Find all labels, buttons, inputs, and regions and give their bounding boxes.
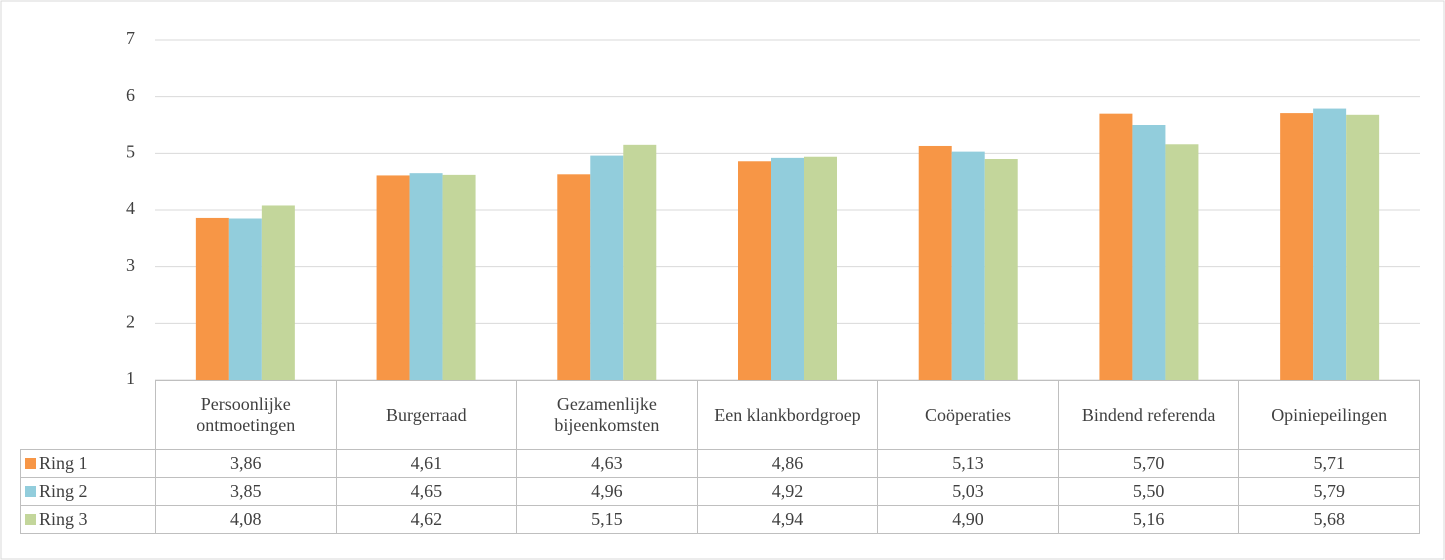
value-label: 4,61 [335, 449, 518, 478]
category-label: Persoonlijke ontmoetingen [155, 380, 337, 450]
category-label: Burgerraad [335, 380, 518, 450]
table-corner [20, 380, 156, 450]
bar [195, 217, 229, 380]
value-label: 5,16 [1057, 505, 1240, 534]
value-label: 4,90 [877, 505, 1059, 534]
category-label: Bindend referenda [1057, 380, 1240, 450]
bar [984, 159, 1018, 380]
bar [442, 174, 476, 380]
y-tick-label: 6 [126, 85, 135, 105]
value-label: 4,86 [696, 449, 879, 478]
bar [1165, 144, 1199, 380]
value-label: 5,50 [1057, 477, 1240, 506]
y-tick-label: 3 [126, 255, 135, 275]
bar [1099, 113, 1133, 381]
value-label: 4,62 [335, 505, 518, 534]
value-label: 5,68 [1238, 505, 1420, 534]
bar [804, 156, 837, 380]
value-label: 4,08 [155, 505, 337, 534]
bar [1280, 113, 1314, 380]
bar [738, 161, 771, 380]
legend-swatch [25, 458, 36, 469]
legend-swatch [25, 486, 36, 497]
table-header-row: Persoonlijke ontmoetingen Burgerraad Gezam… [20, 380, 1420, 450]
legend-cell: Ring 3 [20, 505, 156, 534]
legend-cell: Ring 1 [20, 449, 156, 478]
bar [228, 218, 262, 380]
value-label: 3,86 [155, 449, 337, 478]
y-tick-label: 5 [126, 141, 135, 161]
bar [1313, 108, 1347, 381]
value-label: 4,92 [696, 477, 879, 506]
value-label: 4,96 [516, 477, 698, 506]
bar [1346, 114, 1380, 381]
legend-label: Ring 2 [39, 481, 88, 501]
y-tick-label: 1 [126, 368, 135, 388]
legend-cell: Ring 2 [20, 477, 156, 506]
bar [376, 175, 410, 380]
value-label: 5,15 [516, 505, 698, 534]
legend-swatch [25, 514, 36, 525]
category-label: Opiniepeilingen [1238, 380, 1420, 450]
y-tick-label: 4 [126, 198, 135, 218]
value-label: 3,85 [155, 477, 337, 506]
data-table: Persoonlijke ontmoetingen Burgerraad Gezam… [20, 380, 1420, 534]
table-row: Ring 2 3,85 4,65 4,96 4,92 5,03 5,50 5,79 [20, 477, 1420, 506]
value-label: 5,70 [1057, 449, 1240, 478]
value-label: 4,94 [696, 505, 879, 534]
value-label: 4,63 [516, 449, 698, 478]
value-label: 4,65 [335, 477, 518, 506]
bar [590, 155, 624, 380]
bar [951, 151, 985, 380]
bar [623, 144, 657, 380]
value-label: 5,03 [877, 477, 1059, 506]
bar [1132, 125, 1166, 380]
bar [261, 205, 295, 380]
y-tick-label: 2 [126, 311, 135, 331]
value-label: 5,71 [1238, 449, 1420, 478]
category-label: Een klankbordgroep [696, 380, 879, 450]
category-label: Gezamenlijke bijeenkomsten [516, 380, 698, 450]
value-label: 5,79 [1238, 477, 1420, 506]
legend-label: Ring 3 [39, 509, 88, 529]
legend-label: Ring 1 [39, 453, 88, 473]
bar [557, 174, 591, 380]
category-label: Coöperaties [877, 380, 1059, 450]
table-row: Ring 3 4,08 4,62 5,15 4,94 4,90 5,16 5,68 [20, 505, 1420, 534]
value-label: 5,13 [877, 449, 1059, 478]
table-row: Ring 1 3,86 4,61 4,63 4,86 5,13 5,70 5,71 [20, 449, 1420, 478]
bar [409, 173, 443, 380]
bar [771, 157, 804, 380]
y-tick-label: 7 [126, 28, 135, 48]
bar [918, 145, 952, 380]
